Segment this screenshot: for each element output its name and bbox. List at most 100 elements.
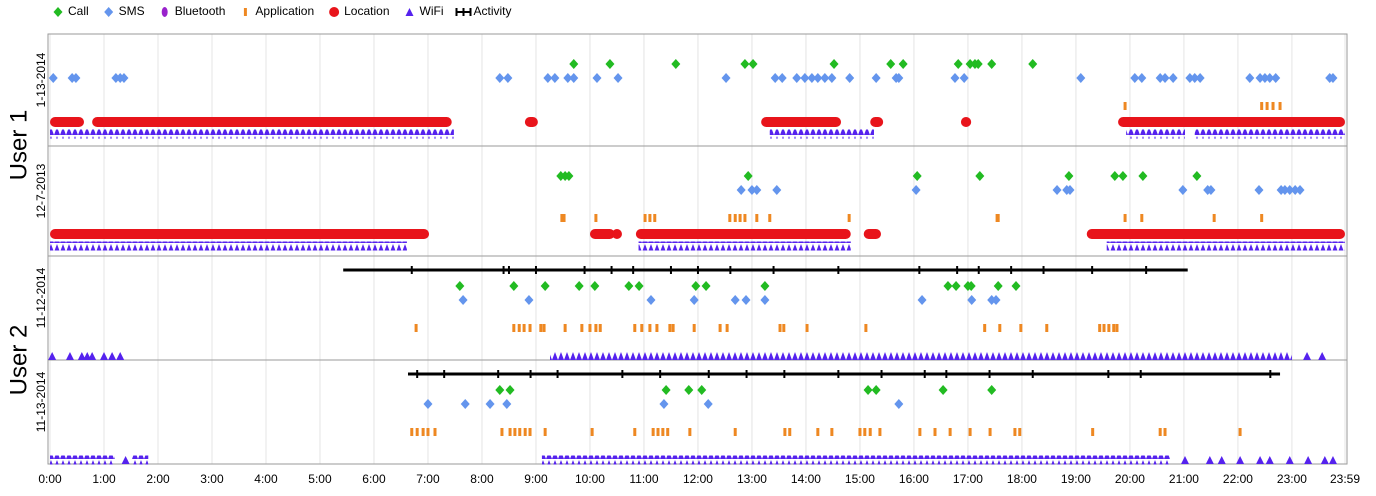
marker [1160,73,1170,83]
marker [524,295,534,305]
marker [523,428,527,436]
date-label: 11-12-2014 [34,267,48,328]
x-tick-label: 1:00 [92,472,116,486]
marker [590,428,594,436]
marker [965,59,975,69]
span [1106,241,1345,251]
marker [1019,324,1023,332]
marker [847,214,851,222]
marker [829,59,839,69]
marker [594,324,598,332]
marker [415,428,419,436]
marker [1265,456,1274,464]
legend-label: SMS [119,4,145,18]
marker [528,324,532,332]
marker [1158,428,1162,436]
marker [651,428,655,436]
marker [562,214,566,222]
marker [748,59,758,69]
marker [788,428,792,436]
span [50,129,454,139]
marker [950,73,960,83]
marker [778,324,782,332]
x-tick-label: 14:00 [791,472,821,486]
marker [119,73,129,83]
x-tick-label: 23:00 [1277,472,1307,486]
marker [613,73,623,83]
marker [671,59,681,69]
marker [718,324,722,332]
date-label: 11-13-2014 [34,371,48,432]
marker [998,324,1002,332]
marker [858,428,862,436]
marker [77,352,86,360]
marker [48,73,58,83]
marker [1265,102,1269,110]
marker [640,324,644,332]
marker [1052,185,1062,195]
x-tick-label: 15:00 [845,472,875,486]
marker [1102,324,1106,332]
span [541,455,1170,465]
marker [666,428,670,436]
marker [1163,428,1167,436]
marker [655,324,659,332]
marker [1280,185,1290,195]
marker [1190,73,1200,83]
marker [633,324,637,332]
marker [894,73,904,83]
marker [1278,102,1282,110]
marker [1178,185,1188,195]
marker [1076,73,1086,83]
marker [1107,324,1111,332]
marker [993,281,1003,291]
span [769,129,874,139]
marker [563,324,567,332]
marker [1123,214,1127,222]
marker [421,428,425,436]
marker [1181,456,1190,464]
marker [1318,352,1327,360]
marker [569,73,579,83]
marker [807,73,817,83]
marker [864,324,868,332]
marker [725,324,729,332]
x-tick-label: 18:00 [1007,472,1037,486]
marker [959,73,969,83]
marker [768,214,772,222]
marker [691,281,701,291]
marker [738,214,742,222]
marker [460,399,470,409]
marker [503,73,513,83]
marker [564,171,574,181]
marker [414,324,418,332]
marker [697,385,707,395]
marker [1123,102,1127,110]
marker [743,171,753,181]
marker [973,59,983,69]
legend-label: Application [255,4,314,18]
marker [598,324,602,332]
marker [689,295,699,305]
x-tick-label: 7:00 [416,472,440,486]
marker [643,214,647,222]
marker [1065,185,1075,195]
x-tick-label: 17:00 [953,472,983,486]
marker [747,185,757,195]
x-tick-label: 23:59 [1330,472,1360,486]
marker [805,324,809,332]
marker [1064,171,1074,181]
marker [574,281,584,291]
date-label: 12-7-2013 [34,163,48,218]
marker [917,295,927,305]
marker [71,73,81,83]
marker [1098,324,1102,332]
marker [741,295,751,305]
span [132,455,149,465]
legend-label: Call [68,4,89,18]
marker [653,214,657,222]
marker [646,295,656,305]
marker [48,352,57,360]
marker [816,428,820,436]
marker [701,281,711,291]
